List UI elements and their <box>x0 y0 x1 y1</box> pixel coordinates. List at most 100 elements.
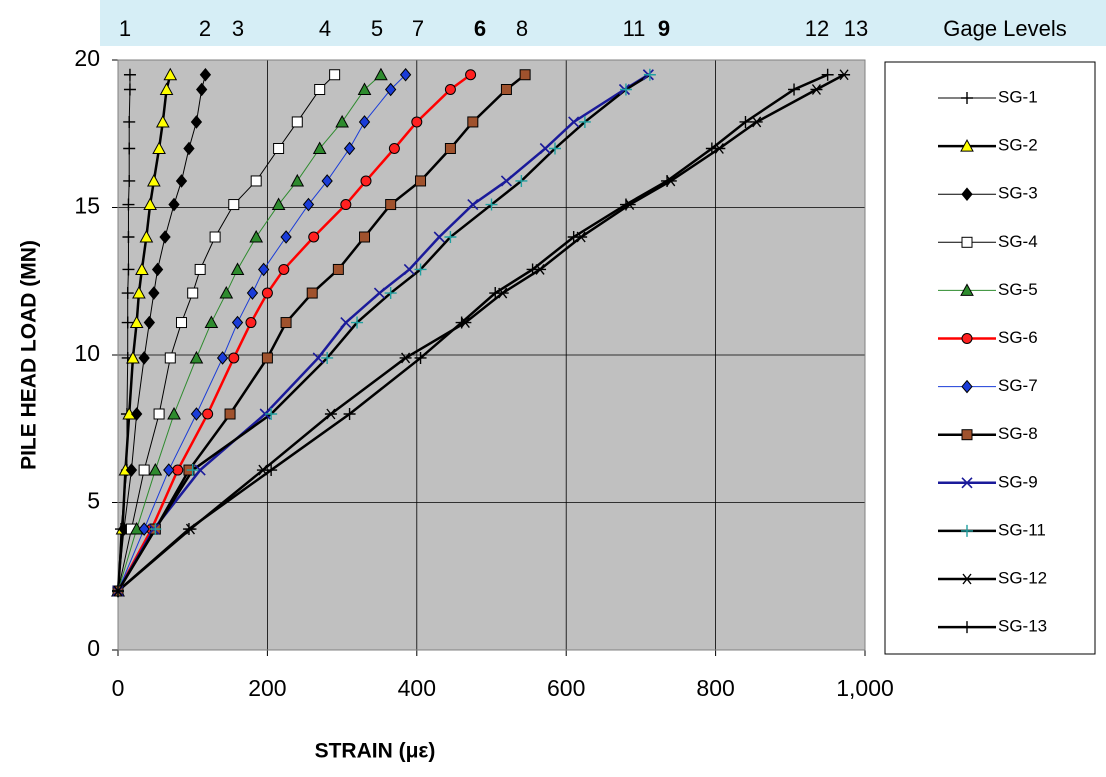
data-point <box>465 69 477 81</box>
data-point <box>373 287 386 299</box>
data-point <box>183 141 195 156</box>
data-point <box>143 315 156 330</box>
gage-label: 5 <box>371 16 383 41</box>
data-point <box>291 116 303 128</box>
data-point <box>329 69 341 81</box>
data-point <box>444 84 456 95</box>
data-point <box>335 114 349 128</box>
data-point <box>246 286 259 300</box>
data-point <box>312 141 327 154</box>
data-point <box>308 231 320 243</box>
data-point <box>306 287 318 299</box>
data-point <box>175 174 188 188</box>
data-point <box>340 316 352 329</box>
data-point <box>357 82 372 95</box>
data-point <box>433 231 445 243</box>
data-point <box>739 115 752 128</box>
data-point <box>750 116 763 128</box>
data-point <box>138 522 150 536</box>
data-point <box>186 464 199 477</box>
data-point <box>249 229 264 243</box>
data-point <box>123 83 136 96</box>
data-point <box>343 408 356 420</box>
gage-label: 9 <box>658 16 670 41</box>
data-point <box>444 231 457 243</box>
gage-label: 4 <box>319 16 331 41</box>
data-point <box>228 199 240 211</box>
gage-label: 7 <box>412 16 424 41</box>
data-point <box>194 263 206 275</box>
data-point <box>187 287 199 299</box>
data-point <box>129 315 144 329</box>
data-point <box>280 230 292 244</box>
legend-label: SG-11 <box>998 520 1046 539</box>
data-point <box>384 287 397 300</box>
y-axis-title: PILE HEAD LOAD (MN) <box>18 240 41 470</box>
y-tick-label: 15 <box>74 193 100 219</box>
legend-marker <box>961 236 973 248</box>
data-point <box>159 82 174 95</box>
data-point <box>123 115 136 128</box>
data-point <box>399 67 412 82</box>
data-point <box>568 116 580 128</box>
data-point <box>261 352 273 364</box>
x-axis-title: STRAIN (με) <box>315 740 436 763</box>
data-point <box>661 174 674 187</box>
data-point <box>411 116 423 128</box>
data-point <box>290 173 305 187</box>
data-point <box>273 143 285 154</box>
data-point <box>399 352 412 364</box>
data-point <box>358 115 371 129</box>
data-point <box>112 585 124 597</box>
legend-marker <box>961 621 973 634</box>
data-point <box>280 317 292 329</box>
data-point <box>643 68 656 81</box>
data-point <box>155 114 170 128</box>
data-point <box>388 143 400 154</box>
data-point <box>138 351 150 365</box>
data-point <box>167 406 181 420</box>
data-point <box>403 263 415 276</box>
x-tick-label: 800 <box>696 675 734 701</box>
data-point <box>250 175 262 187</box>
legend-marker <box>961 92 973 104</box>
data-point <box>385 82 397 97</box>
data-point <box>190 407 203 421</box>
data-point <box>132 286 146 299</box>
data-point <box>526 263 539 276</box>
data-point <box>123 174 136 187</box>
data-point <box>265 464 278 477</box>
data-point <box>202 408 214 420</box>
data-point <box>455 316 468 329</box>
data-point <box>216 351 229 365</box>
gage-label: 12 <box>805 16 829 41</box>
data-point <box>196 82 208 97</box>
data-point <box>121 287 134 300</box>
data-point <box>148 463 163 476</box>
data-point <box>164 352 176 364</box>
legend-label: SG-5 <box>998 280 1038 299</box>
y-tick-label: 10 <box>74 340 100 366</box>
data-point <box>414 351 427 364</box>
data-point <box>821 68 834 81</box>
legend-label: SG-4 <box>998 232 1038 251</box>
legend-marker <box>961 379 973 394</box>
data-point <box>149 523 162 536</box>
x-tick-label: 1,000 <box>836 675 894 701</box>
plot-border <box>117 59 866 651</box>
data-point <box>151 262 164 277</box>
data-point <box>265 408 278 420</box>
data-point <box>332 263 344 275</box>
data-point <box>271 197 286 211</box>
data-point <box>324 408 337 420</box>
data-point <box>278 263 290 275</box>
gage-label: 6 <box>474 16 486 41</box>
data-point <box>139 229 154 243</box>
legend-label: SG-9 <box>998 472 1038 491</box>
legend-marker <box>961 573 973 585</box>
y-tick-label: 20 <box>74 45 100 71</box>
data-point <box>152 141 166 154</box>
data-point <box>122 263 135 276</box>
data-point <box>705 142 718 155</box>
